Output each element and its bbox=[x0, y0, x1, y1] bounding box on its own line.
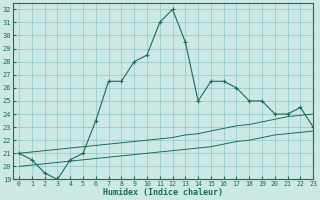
X-axis label: Humidex (Indice chaleur): Humidex (Indice chaleur) bbox=[103, 188, 223, 197]
